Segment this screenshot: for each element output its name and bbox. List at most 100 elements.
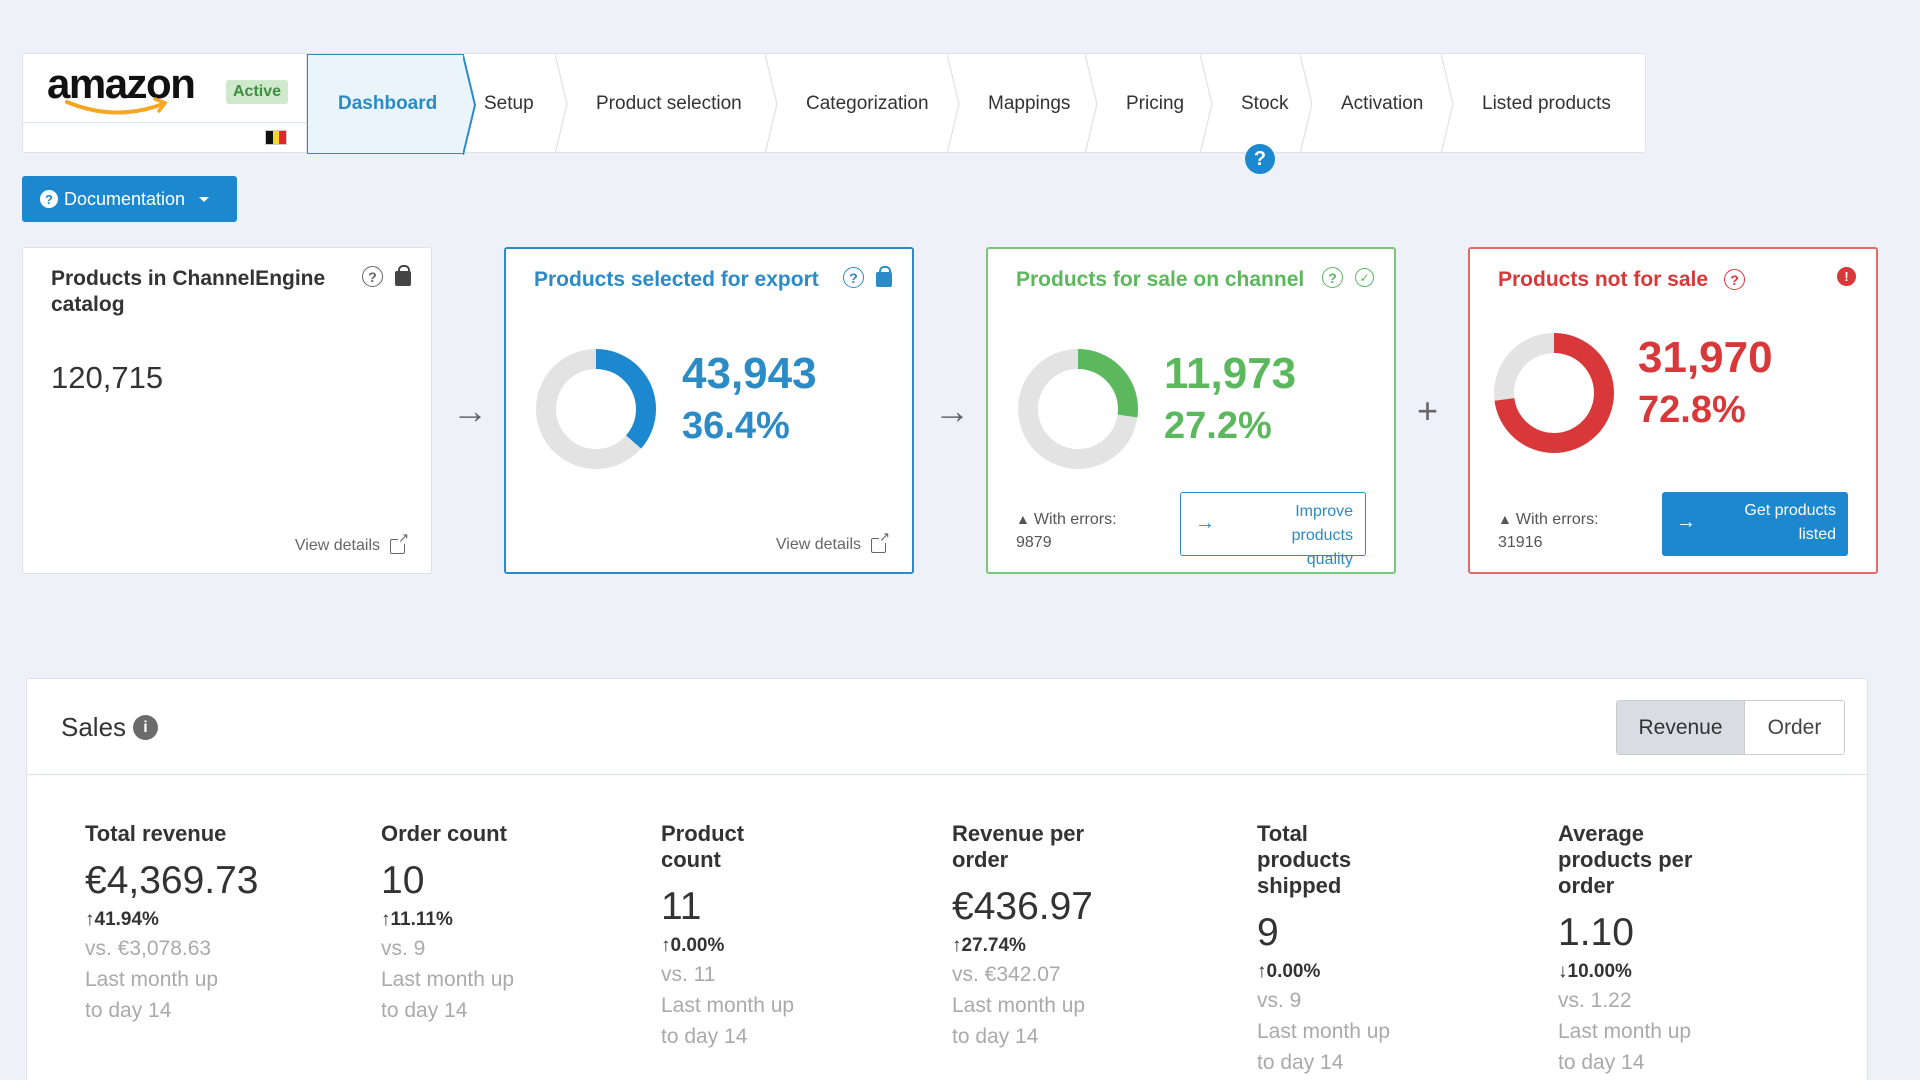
step-label: Categorization [806, 93, 929, 114]
not-for-sale-percent: 72.8% [1638, 389, 1746, 431]
sales-metric: Total products shipped 9 ↑0.00% vs. 9 Last m… [1257, 821, 1517, 1078]
card-for-sale-on-channel: Products for sale on channel ? ✓ 11,973 … [986, 247, 1396, 574]
amazon-logo: amazon [47, 60, 196, 107]
card-not-for-sale: Products not for sale ? ! 31,970 72.8% ▲… [1468, 247, 1878, 574]
step-separator [463, 55, 477, 155]
sales-metric: Order count 10 ↑11.11% vs. 9 Last month up t… [381, 821, 641, 1026]
sales-metric: Total revenue €4,369.73 ↑41.94% vs. €3,078.… [85, 821, 345, 1026]
channel-nav-bar: amazon Active Dashboard Setup Product sele… [22, 53, 1646, 155]
view-details-link[interactable]: View details [775, 529, 890, 554]
step-separator [1441, 54, 1454, 154]
donut-segment [536, 349, 656, 469]
metric-value: 1.10 [1558, 911, 1634, 954]
info-icon[interactable]: i [133, 715, 158, 740]
step-separator [947, 54, 960, 154]
bag-icon [876, 266, 892, 287]
view-details-link[interactable]: View details [294, 530, 409, 555]
button-label: Improve products quality [1291, 503, 1353, 568]
wizard-steps: Dashboard Setup Product selection Categoriz… [307, 54, 1634, 155]
improve-products-quality-button[interactable]: → Improve products quality [1180, 492, 1366, 568]
step-separator [1085, 54, 1098, 154]
sales-mode-toggle: Revenue Order [1616, 700, 1845, 755]
card-title: Products in ChannelEngine catalog [51, 267, 326, 316]
step-separator [555, 54, 568, 154]
question-icon[interactable]: ? [1322, 267, 1343, 288]
donut-segment [1494, 333, 1614, 453]
metric-title: Order count [381, 821, 507, 846]
question-icon[interactable]: ? [1724, 269, 1745, 290]
step-setup[interactable]: Setup [464, 54, 568, 154]
metric-title: Product count [661, 821, 745, 872]
card-title: Products for sale on channel [1016, 268, 1305, 291]
metric-change: ↑0.00% [1257, 961, 1321, 982]
step-label: Product selection [596, 93, 742, 114]
step-mappings[interactable]: Mappings [960, 54, 1098, 154]
not-for-sale-count: 31,970 [1638, 333, 1773, 382]
status-badge: Active [226, 80, 289, 104]
metric-change: ↑41.94% [85, 909, 159, 930]
export-percent: 36.4% [682, 405, 790, 447]
step-pricing[interactable]: Pricing [1098, 54, 1213, 154]
arrow-right-icon: → [1195, 512, 1215, 534]
export-donut-chart [536, 349, 656, 469]
catalog-count: 120,715 [51, 360, 164, 395]
step-label: Listed products [1482, 93, 1611, 114]
step-label: Pricing [1126, 93, 1185, 114]
metric-change: ↓10.00% [1558, 961, 1632, 982]
errors-count: 9879 [1016, 534, 1052, 551]
question-icon[interactable]: ? [362, 266, 383, 287]
arrow-right-icon: → [1676, 511, 1696, 533]
metric-value: 10 [381, 859, 425, 902]
step-stock[interactable]: Stock [1213, 54, 1313, 154]
check-circle-icon: ✓ [1355, 268, 1374, 287]
revenue-toggle-button[interactable]: Revenue [1617, 701, 1744, 754]
metric-period: Last month up to day 14 [661, 994, 795, 1048]
metric-comparison: vs. €342.07 [952, 963, 1061, 986]
step-categorization[interactable]: Categorization [778, 54, 960, 154]
view-details-label: View details [294, 537, 380, 554]
step-dashboard[interactable]: Dashboard [307, 54, 477, 155]
external-link-icon [390, 530, 409, 554]
metric-comparison: vs. 9 [381, 937, 426, 960]
for-sale-donut-chart [1018, 349, 1138, 469]
step-separator [1200, 54, 1213, 154]
help-icon[interactable]: ? [1245, 144, 1275, 174]
metric-period: Last month up to day 14 [1558, 1020, 1692, 1074]
step-activation[interactable]: Activation [1313, 54, 1454, 154]
step-product-selection[interactable]: Product selection [568, 54, 778, 154]
caret-down-icon [199, 196, 210, 202]
order-toggle-button[interactable]: Order [1744, 701, 1844, 754]
arrow-right-icon: → [934, 390, 970, 431]
step-separator [1300, 54, 1313, 154]
not-for-sale-donut-chart [1494, 333, 1614, 453]
card-title: Products selected for export [534, 268, 819, 291]
sales-metric: Average products per order 1.10 ↓10.00% vs.… [1558, 821, 1818, 1078]
arrow-right-icon: → [452, 390, 488, 431]
donut-segment [1018, 349, 1138, 469]
metric-comparison: vs. €3,078.63 [85, 937, 212, 960]
card-catalog: Products in ChannelEngine catalog ? 120,… [22, 247, 432, 574]
export-count: 43,943 [682, 349, 817, 398]
get-products-listed-button[interactable]: → Get products listed [1662, 492, 1848, 556]
for-sale-percent: 27.2% [1164, 405, 1272, 447]
metric-period: Last month up to day 14 [381, 968, 515, 1022]
metric-period: Last month up to day 14 [85, 968, 219, 1022]
documentation-label: Documentation [64, 188, 186, 209]
step-listed-products[interactable]: Listed products [1454, 54, 1634, 154]
sales-metric: Product count 11 ↑0.00% vs. 11 Last month up… [661, 821, 921, 1052]
metric-title: Revenue per order [952, 821, 1085, 872]
sales-panel: Sales i Revenue Order Total revenue €4,36… [26, 678, 1868, 1080]
metric-value: 11 [661, 885, 702, 928]
metric-value: 9 [1257, 911, 1279, 954]
step-separator [765, 54, 778, 154]
errors-label: With errors: [1515, 511, 1599, 528]
warning-icon: ▲ [1498, 511, 1512, 527]
view-details-label: View details [775, 536, 861, 553]
metric-title: Average products per order [1558, 821, 1693, 898]
question-icon[interactable]: ? [843, 267, 864, 288]
step-label: Activation [1341, 93, 1424, 114]
documentation-dropdown[interactable]: ? Documentation [22, 176, 237, 222]
lock-icon [395, 265, 411, 286]
metric-title: Total products shipped [1257, 821, 1352, 898]
metric-change: ↑27.74% [952, 935, 1026, 956]
